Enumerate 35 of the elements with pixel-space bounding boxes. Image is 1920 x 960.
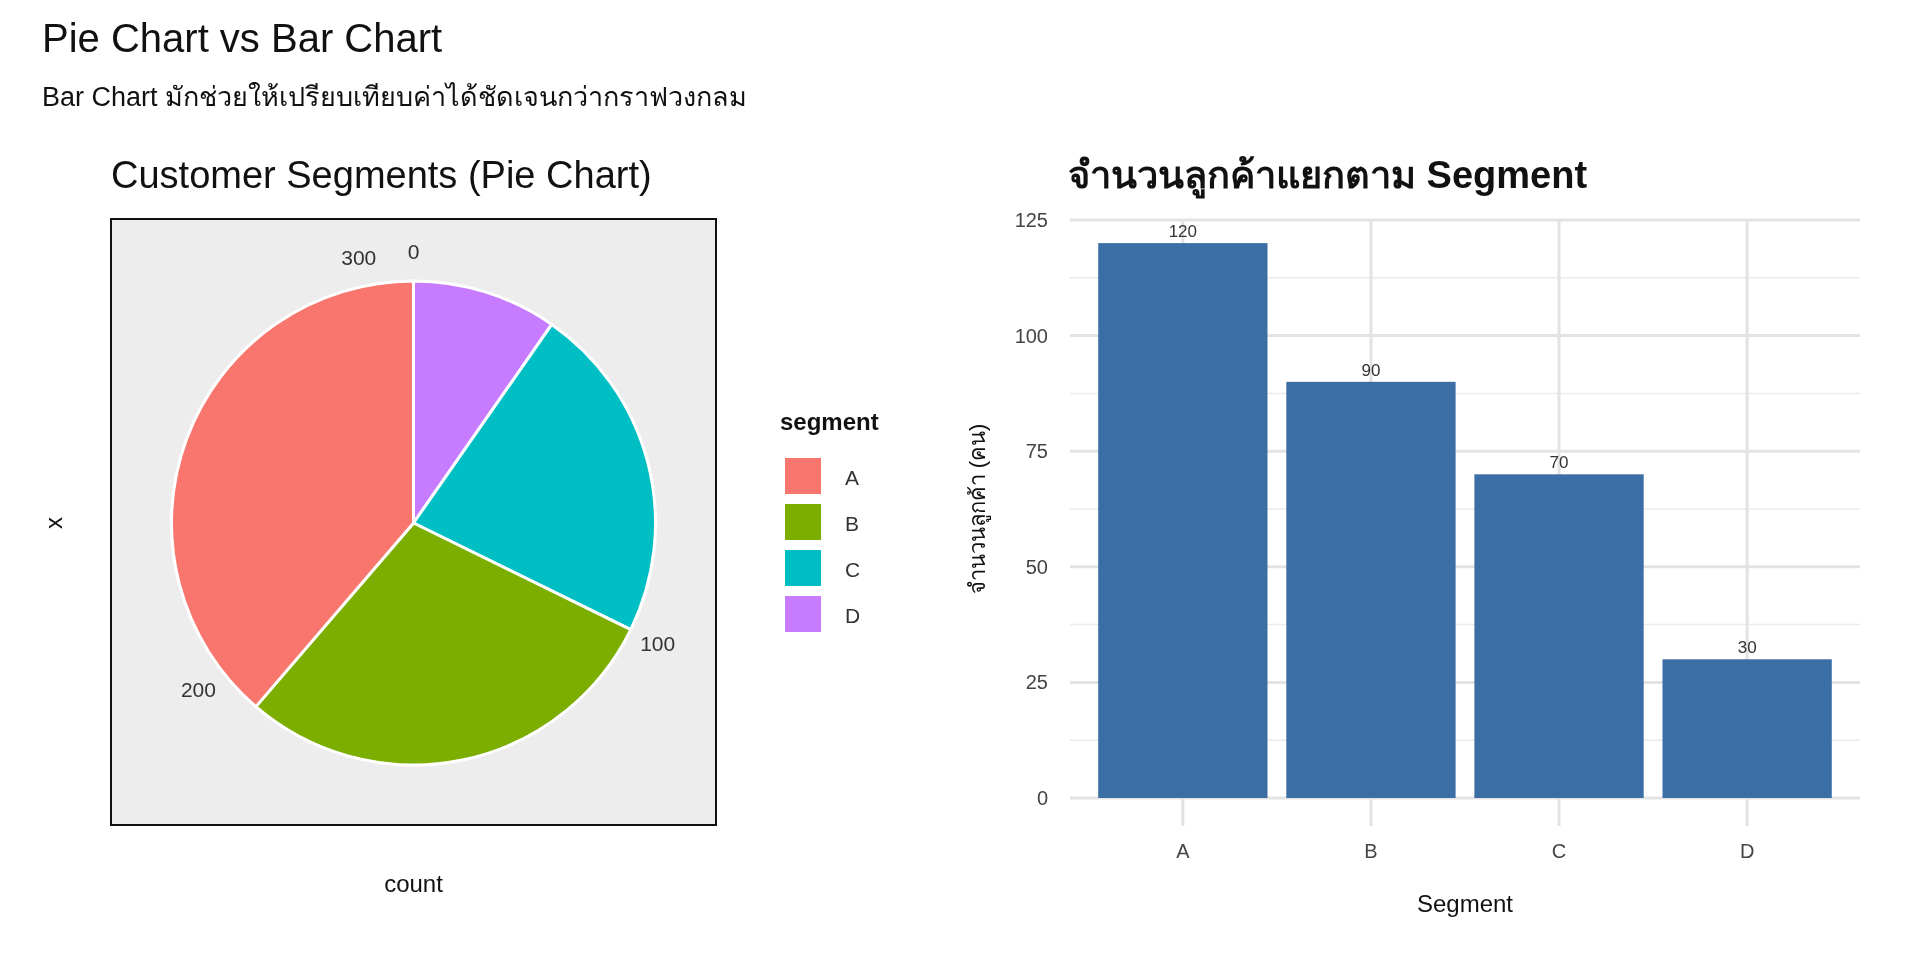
x-axis-title: Segment — [1416, 890, 1514, 917]
data-label: 70 — [1549, 453, 1569, 473]
bar — [1286, 381, 1456, 798]
y-tick-label: 100 — [1014, 324, 1048, 347]
text: Bar Chart มักช่วยให้เปรียบเทียบค่าได้ชัดเจนกว่ากราฟวงกลม — [42, 81, 748, 112]
chart-title: จำนวนลูกค้าแยกตาม Segment — [1068, 154, 1588, 199]
legend-label: D — [845, 604, 861, 627]
x-tick-label: D — [1739, 840, 1755, 862]
y-tick-label: 75 — [1025, 440, 1048, 463]
y-tick-label: 0 — [1036, 787, 1048, 809]
data-label: 90 — [1361, 360, 1381, 380]
data-label: 120 — [1168, 222, 1198, 242]
bar — [1098, 243, 1268, 798]
x-tick-label: B — [1364, 840, 1378, 862]
chart-title: Customer Segments (Pie Chart) — [111, 154, 652, 196]
text: 300 — [341, 245, 377, 269]
x-tick-label: C — [1551, 840, 1567, 862]
y-tick-label: 125 — [1014, 209, 1048, 231]
y-tick-label: 25 — [1025, 671, 1048, 694]
text: count — [384, 870, 444, 897]
legend-label: A — [845, 466, 860, 489]
text: Pie Chart vs Bar Chart — [42, 16, 443, 60]
text: 100 — [640, 631, 676, 655]
text: 200 — [180, 678, 216, 702]
text: x — [40, 517, 67, 529]
legend-label: C — [845, 558, 861, 581]
bar — [1662, 659, 1832, 798]
data-label: 30 — [1737, 638, 1757, 658]
x-tick-label: A — [1176, 840, 1191, 862]
text: 0 — [407, 240, 420, 263]
y-axis-title: จำนวนลูกค้า (คน) — [965, 423, 991, 595]
y-tick-label: 50 — [1025, 555, 1048, 578]
legend-title: segment — [780, 408, 879, 435]
legend-label: B — [845, 512, 860, 535]
bar — [1474, 474, 1644, 798]
